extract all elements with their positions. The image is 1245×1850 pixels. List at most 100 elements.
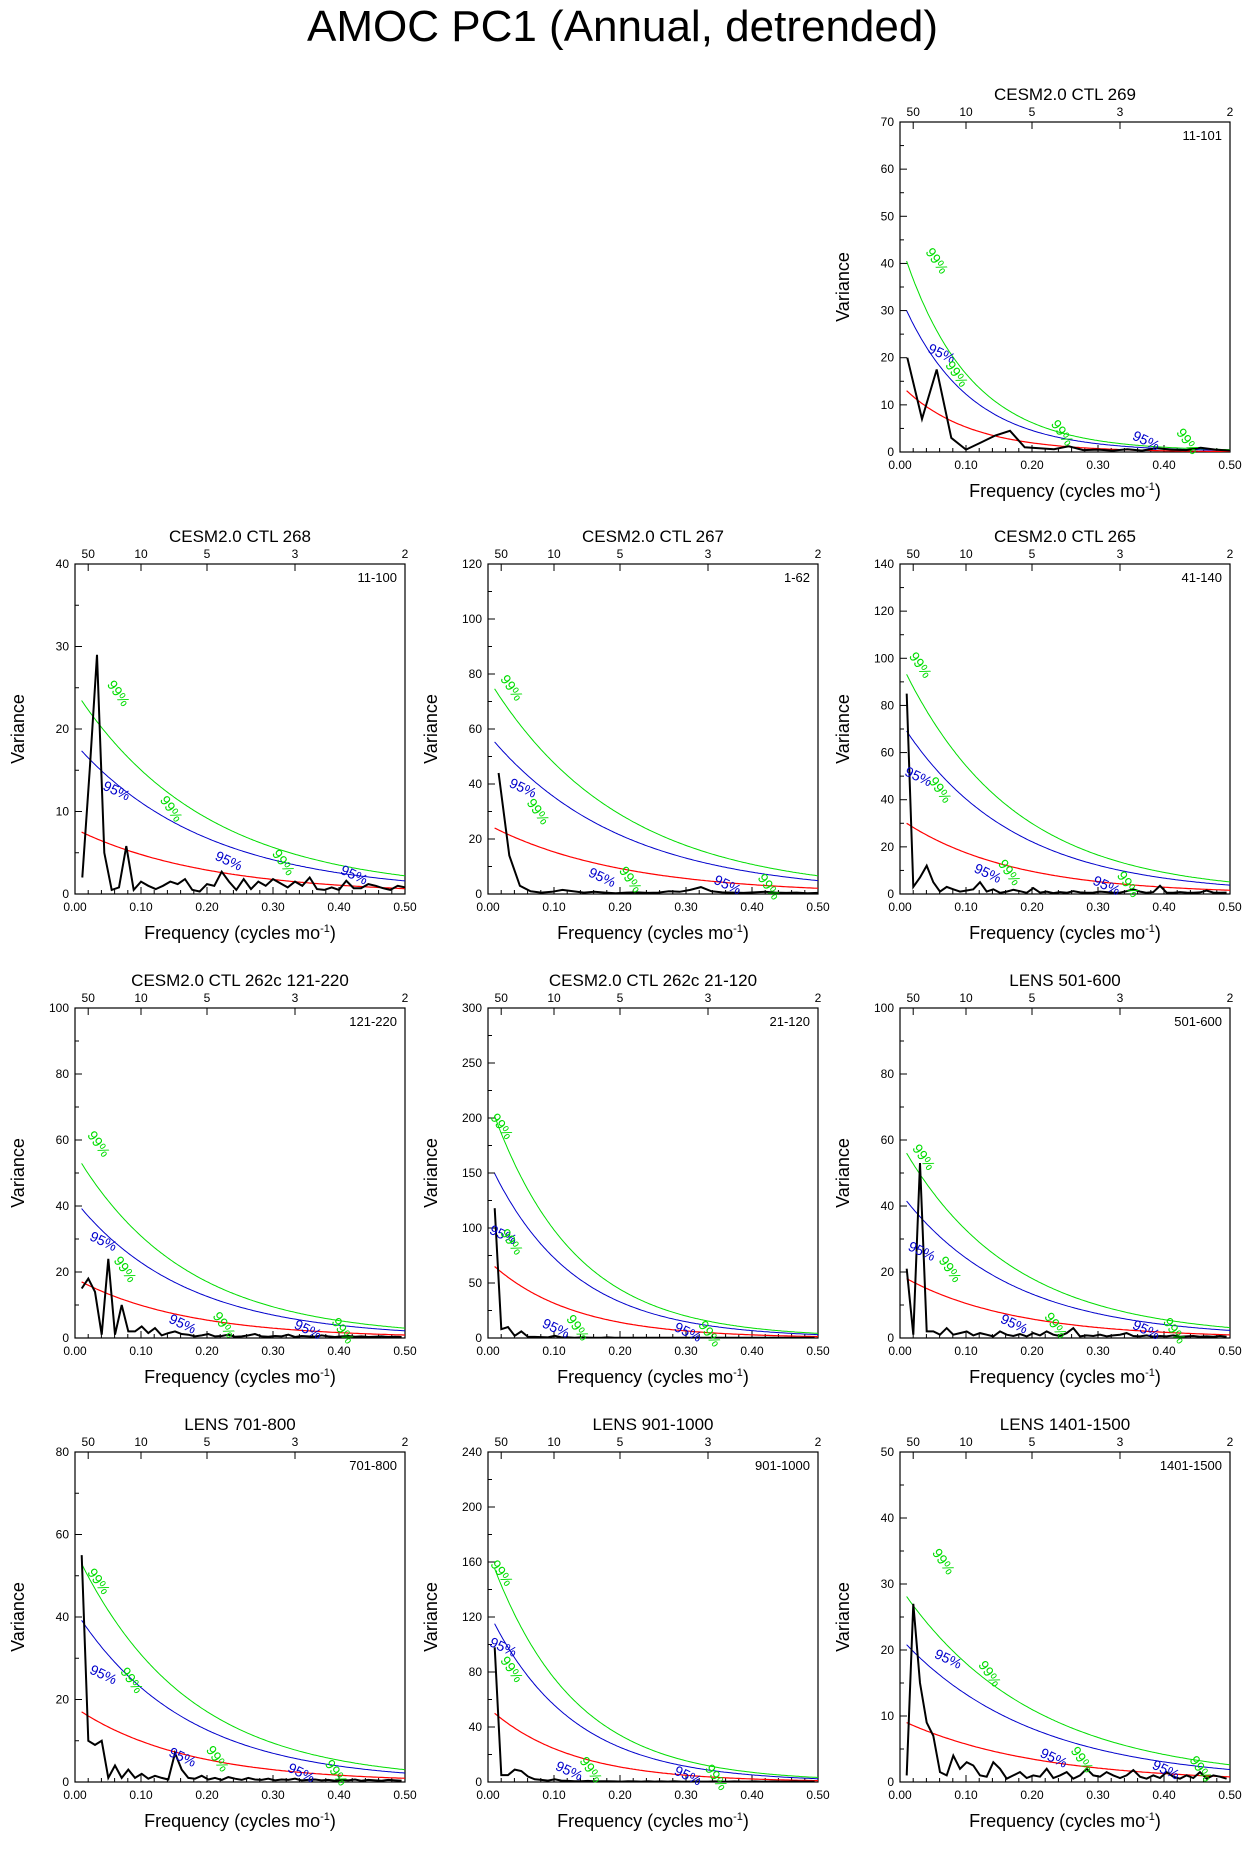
period-tick-label: 50 [907, 105, 921, 119]
confidence-99-curve [81, 700, 405, 877]
period-tick-label: 5 [204, 1435, 211, 1449]
panel-title: LENS 1401-1500 [1000, 1415, 1130, 1434]
y-tick-label: 300 [462, 1001, 482, 1015]
range-label: 701-800 [349, 1458, 397, 1473]
period-tick-label: 5 [1029, 991, 1036, 1005]
x-axis-label: Frequency (cycles mo-1) [557, 1811, 749, 1831]
x-tick-label: 0.30 [674, 1344, 698, 1358]
spectrum-line [493, 1208, 815, 1338]
spectrum-line [905, 693, 1227, 894]
y-tick-label: 150 [462, 1166, 482, 1180]
confidence-95-curve [494, 1173, 818, 1336]
x-tick-label: 0.20 [608, 900, 632, 914]
x-tick-label: 0.30 [674, 1788, 698, 1802]
plot-frame [487, 1451, 819, 1783]
label-95: 95% [487, 1634, 519, 1660]
label-99: 99% [936, 1253, 965, 1285]
period-tick-label: 10 [547, 1435, 561, 1449]
plot-area [905, 1596, 1230, 1780]
confidence-99-curve [906, 1152, 1230, 1329]
x-tick-label: 0.10 [954, 900, 978, 914]
label-99: 99% [497, 1653, 526, 1685]
x-tick-label: 0.50 [1218, 1788, 1242, 1802]
y-axis-label: Variance [421, 1582, 441, 1652]
y-tick-label: 10 [881, 1709, 895, 1723]
period-tick-label: 10 [547, 991, 561, 1005]
y-tick-label: 40 [881, 256, 895, 270]
x-axis-label: Frequency (cycles mo-1) [969, 1367, 1161, 1387]
period-tick-label: 3 [705, 1435, 712, 1449]
x-tick-label: 0.40 [740, 900, 764, 914]
x-tick-label: 0.30 [1086, 1788, 1110, 1802]
x-tick-label: 0.10 [129, 900, 153, 914]
y-tick-label: 120 [462, 557, 482, 571]
y-tick-label: 80 [881, 698, 895, 712]
y-tick-label: 60 [881, 746, 895, 760]
x-tick-label: 0.40 [1152, 1344, 1176, 1358]
x-tick-label: 0.20 [195, 900, 219, 914]
x-tick-label: 0.40 [740, 1344, 764, 1358]
plot-area [906, 260, 1230, 452]
red-noise-curve [906, 1278, 1230, 1336]
x-tick-label: 0.10 [542, 1788, 566, 1802]
panel-lens-901-1000: LENS 901-1000 901-1000 0.00 0.10 0.20 0.30 0.4… [413, 1410, 833, 1850]
label-99: 99% [524, 795, 553, 827]
label-95: 95% [1038, 1744, 1070, 1770]
period-tick-label: 5 [1029, 547, 1036, 561]
period-tick-label: 2 [1227, 105, 1234, 119]
x-axis-label: Frequency (cycles mo-1) [557, 923, 749, 943]
period-tick-label: 2 [402, 991, 409, 1005]
y-tick-label: 0 [887, 887, 894, 901]
y-tick-label: 20 [56, 1693, 70, 1707]
x-tick-label: 0.20 [608, 1788, 632, 1802]
y-tick-label: 120 [462, 1610, 482, 1624]
spectrum-line [905, 1163, 1227, 1338]
period-tick-label: 10 [134, 1435, 148, 1449]
plot-area [80, 1555, 405, 1782]
panel-ctl-262c-21-120: CESM2.0 CTL 262c 21-120 21-120 0.00 0.10 0.2… [413, 966, 833, 1406]
y-tick-label: 200 [462, 1500, 482, 1514]
plot-frame [74, 563, 406, 895]
period-tick-label: 5 [617, 547, 624, 561]
panel-ctl-262c-121-220: CESM2.0 CTL 262c 121-220 121-220 0.00 0.10 0… [0, 966, 420, 1406]
period-tick-label: 3 [1117, 991, 1124, 1005]
period-tick-label: 2 [402, 1435, 409, 1449]
x-tick-label: 0.10 [954, 458, 978, 472]
chart-ctl-265: CESM2.0 CTL 265 41-140 0.00 0.10 0.20 0.30 0.4… [833, 527, 1242, 943]
period-tick-label: 50 [82, 1435, 96, 1449]
period-tick-label: 50 [82, 991, 96, 1005]
red-noise-curve [494, 1712, 818, 1782]
period-tick-label: 50 [495, 547, 509, 561]
period-tick-label: 50 [907, 547, 921, 561]
x-tick-label: 0.30 [261, 1344, 285, 1358]
period-tick-label: 3 [1117, 105, 1124, 119]
y-axis-label: Variance [8, 694, 28, 764]
x-tick-label: 0.50 [1218, 458, 1242, 472]
period-tick-label: 50 [907, 991, 921, 1005]
period-tick-label: 3 [1117, 1435, 1124, 1449]
y-tick-label: 0 [62, 887, 69, 901]
x-tick-label: 0.20 [1020, 900, 1044, 914]
label-99: 99% [84, 1128, 113, 1160]
period-tick-label: 2 [1227, 991, 1234, 1005]
period-tick-label: 2 [815, 991, 822, 1005]
x-tick-label: 0.40 [327, 900, 351, 914]
label-99: 99% [203, 1742, 232, 1774]
period-tick-label: 3 [705, 547, 712, 561]
label-95: 95% [932, 1645, 964, 1671]
x-tick-label: 0.10 [954, 1788, 978, 1802]
x-tick-label: 0.50 [806, 900, 830, 914]
chart-lens-501-600: LENS 501-600 501-600 0.00 0.10 0.20 0.30 0.40 0… [833, 971, 1242, 1387]
range-label: 41-140 [1182, 570, 1222, 585]
label-99: 99% [906, 649, 935, 681]
y-axis-label: Variance [8, 1582, 28, 1652]
y-tick-label: 140 [874, 557, 894, 571]
y-tick-label: 40 [56, 1610, 70, 1624]
x-tick-label: 0.50 [393, 900, 417, 914]
y-tick-label: 50 [881, 209, 895, 223]
chart-ctl-269: CESM2.0 CTL 269 11-101 0.00 0.10 0.20 0.30 0.4… [833, 85, 1242, 501]
x-axis-label: Frequency (cycles mo-1) [969, 1811, 1161, 1831]
y-tick-label: 10 [881, 398, 895, 412]
y-tick-label: 0 [62, 1331, 69, 1345]
x-tick-label: 0.00 [888, 900, 912, 914]
